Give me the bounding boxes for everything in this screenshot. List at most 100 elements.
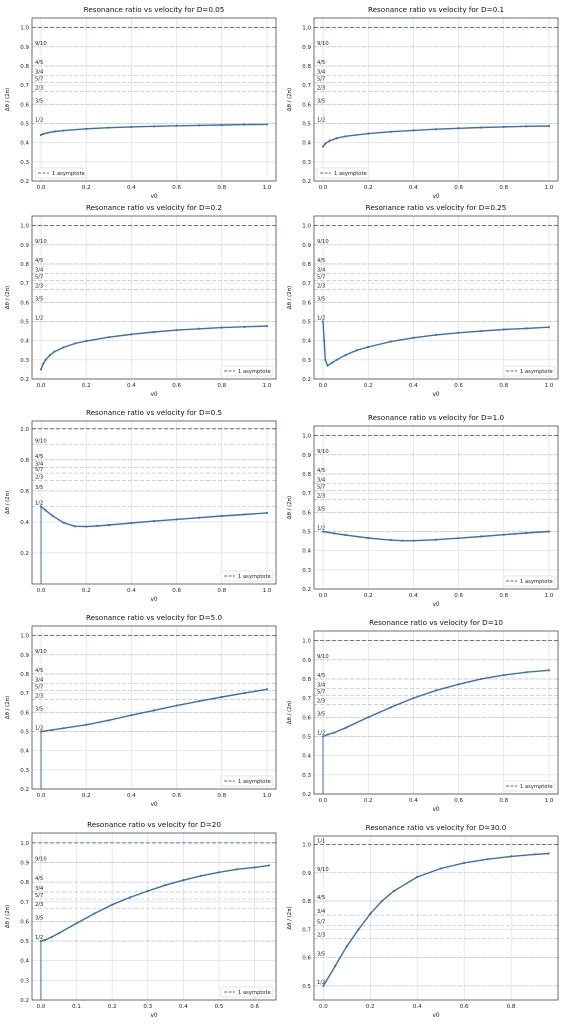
chart-panel-2: Resonance ratio vs velocity for D=0.1 0.2… xyxy=(287,5,559,200)
y-tick-label: 0.5 xyxy=(302,984,311,990)
resonance-label: 3/4 xyxy=(317,70,326,76)
resonance-label: 1/2 xyxy=(35,500,43,506)
x-tick-label: 0.2 xyxy=(82,185,91,191)
y-tick-label: 0.6 xyxy=(20,102,29,108)
y-tick-label: 0.6 xyxy=(20,489,29,495)
y-tick-label: 0.4 xyxy=(20,959,29,965)
y-tick-label: 0.6 xyxy=(302,956,311,962)
resonance-label: 4/5 xyxy=(35,668,43,674)
data-point xyxy=(152,330,156,334)
resonance-label: 1/2 xyxy=(35,117,43,123)
x-tick-label: 1.0 xyxy=(545,593,554,599)
data-point xyxy=(53,350,56,353)
resonance-label: 3/5 xyxy=(317,711,325,717)
y-axis-label: Δθ / (2π) xyxy=(5,905,11,928)
x-tick-label: 0.4 xyxy=(409,383,418,389)
data-point xyxy=(439,867,442,870)
x-tick-label: 0.6 xyxy=(454,593,463,599)
data-point xyxy=(321,320,325,323)
data-point xyxy=(62,521,65,524)
resonance-label: 3/4 xyxy=(317,683,326,689)
x-tick-label: 0.0 xyxy=(319,593,328,599)
y-tick-label: 0.9 xyxy=(302,871,311,877)
resonance-label: 4/5 xyxy=(317,895,325,901)
y-tick-label: 0.6 xyxy=(302,510,311,516)
data-point xyxy=(39,133,43,137)
data-point xyxy=(547,669,551,672)
data-point xyxy=(392,890,395,893)
data-point xyxy=(164,883,167,887)
x-tick-label: 0.8 xyxy=(217,793,226,799)
legend-label: 1 asymptote xyxy=(520,579,553,585)
data-point xyxy=(333,731,336,734)
data-point xyxy=(200,874,203,877)
resonance-label: 5/7 xyxy=(35,893,43,899)
data-point xyxy=(412,129,415,132)
y-tick-label: 0.6 xyxy=(20,710,29,716)
x-tick-label: 0.0 xyxy=(319,1004,328,1010)
data-point xyxy=(412,697,415,700)
y-tick-label: 0.4 xyxy=(302,141,311,147)
data-point xyxy=(43,938,46,942)
y-tick-label: 0.6 xyxy=(20,300,29,306)
chart-title: Resonance ratio vs velocity for D=0.05 xyxy=(84,5,225,14)
data-point xyxy=(265,324,269,328)
y-tick-label: 0.7 xyxy=(20,900,29,906)
data-point xyxy=(175,329,178,332)
data-point xyxy=(111,903,114,906)
data-point xyxy=(321,530,325,533)
y-tick-label: 0.5 xyxy=(302,121,311,127)
data-point xyxy=(344,353,347,357)
data-point xyxy=(321,735,325,738)
resonance-label: 3/5 xyxy=(317,296,325,302)
series-line xyxy=(40,123,268,136)
resonance-label: 3/4 xyxy=(317,909,326,915)
x-tick-label: 0.6 xyxy=(250,1004,259,1010)
resonance-label: 2/3 xyxy=(317,85,325,91)
chart-panel-6: Resonance ratio vs velocity for D=1.0 0.2… xyxy=(287,413,559,608)
y-tick-label: 0.5 xyxy=(302,529,311,535)
data-point xyxy=(235,868,238,871)
legend-box xyxy=(220,365,274,377)
data-point xyxy=(50,936,53,939)
data-point xyxy=(62,129,65,132)
y-tick-label: 0.2 xyxy=(302,587,311,593)
y-tick-label: 0.2 xyxy=(20,551,29,557)
x-tick-label: 0.4 xyxy=(413,1004,422,1010)
x-tick-label: 0.2 xyxy=(364,798,373,804)
chart-panel-9: Resonance ratio vs velocity for D=20 0.2 0… xyxy=(5,820,277,1019)
y-tick-label: 0.9 xyxy=(20,653,29,659)
chart-title: Resonance ratio vs velocity for D=1.0 xyxy=(368,413,505,422)
legend-label: 1 asymptote xyxy=(520,369,553,375)
data-point xyxy=(265,123,269,126)
data-point xyxy=(367,716,370,719)
resonance-label: 4/5 xyxy=(317,468,325,474)
y-tick-label: 0.9 xyxy=(20,243,29,249)
x-axis-label: v0 xyxy=(432,1013,439,1019)
data-point xyxy=(547,852,550,855)
data-point xyxy=(457,683,460,686)
x-tick-label: 0.8 xyxy=(499,593,508,599)
y-tick-label: 0.9 xyxy=(302,658,311,664)
legend: 1 asymptote xyxy=(34,167,88,179)
data-point xyxy=(96,524,99,528)
data-point xyxy=(267,864,270,867)
resonance-label: 9/10 xyxy=(317,867,329,873)
plot-frame xyxy=(31,17,277,182)
x-tick-label: 0.4 xyxy=(409,185,418,191)
x-tick-label: 0.8 xyxy=(507,1004,516,1010)
series-line xyxy=(40,505,268,528)
resonance-label: 9/10 xyxy=(35,856,47,862)
y-tick-label: 0.5 xyxy=(20,319,29,325)
data-point xyxy=(39,730,43,733)
x-tick-label: 0.8 xyxy=(499,185,508,191)
data-point xyxy=(367,132,370,135)
y-tick-label: 0.7 xyxy=(20,691,29,697)
y-tick-label: 0.8 xyxy=(302,262,311,268)
legend: 1 asymptote xyxy=(502,780,556,792)
resonance-label: 3/5 xyxy=(317,952,325,958)
resonance-label: 5/7 xyxy=(35,76,43,82)
data-point xyxy=(130,125,133,129)
y-tick-label: 0.9 xyxy=(302,453,311,459)
series-line xyxy=(322,321,550,367)
